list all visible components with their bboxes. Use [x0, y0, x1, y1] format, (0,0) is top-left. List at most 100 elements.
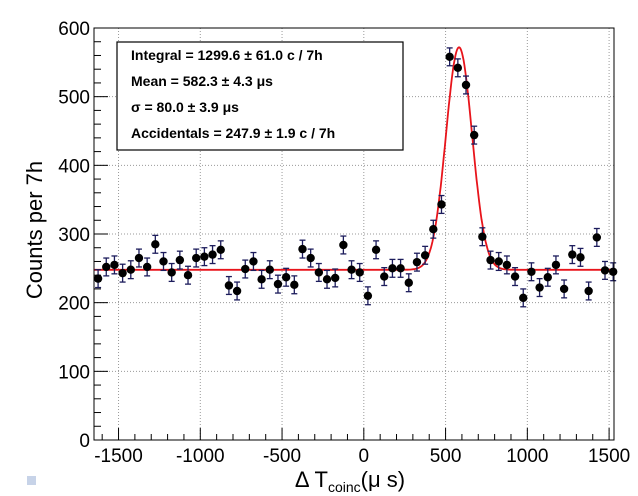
- data-marker: [200, 252, 209, 261]
- data-point: [110, 255, 119, 275]
- data-marker: [175, 255, 185, 265]
- x-tick-label: -1000: [176, 446, 225, 467]
- data-point: [363, 286, 373, 306]
- data-marker: [208, 250, 217, 259]
- data-marker: [110, 260, 119, 270]
- data-point: [396, 258, 405, 278]
- data-point: [608, 262, 618, 282]
- data-marker: [453, 63, 463, 73]
- data-marker: [363, 291, 373, 300]
- data-point: [543, 267, 552, 287]
- data-point: [290, 275, 299, 295]
- data-marker: [273, 279, 283, 289]
- data-point: [445, 47, 454, 67]
- data-marker: [437, 200, 446, 209]
- data-marker: [412, 257, 422, 267]
- data-point: [273, 274, 283, 294]
- y-tick-label: 500: [58, 88, 90, 109]
- data-marker: [265, 265, 274, 274]
- data-point: [592, 227, 602, 248]
- data-marker: [290, 280, 299, 290]
- corner-square-icon: [27, 476, 36, 485]
- data-point: [265, 260, 274, 280]
- data-point: [151, 234, 160, 254]
- data-point: [93, 269, 103, 289]
- data-point: [102, 257, 111, 277]
- data-point: [380, 266, 389, 287]
- data-point: [502, 255, 512, 275]
- data-marker: [371, 245, 381, 254]
- data-point: [535, 277, 544, 298]
- data-point: [453, 58, 463, 78]
- data-point: [437, 194, 446, 215]
- x-tick-label: 0: [359, 446, 370, 467]
- data-point: [600, 260, 610, 280]
- x-axis-title: Δ Tcoinc(μ s): [295, 467, 405, 495]
- y-tick-label: 300: [58, 225, 90, 246]
- data-point: [232, 281, 242, 301]
- data-point: [134, 248, 144, 268]
- y-tick-label: 400: [58, 156, 90, 177]
- data-series: [93, 47, 618, 308]
- data-marker: [388, 264, 397, 273]
- data-marker: [551, 260, 561, 270]
- data-marker: [134, 253, 144, 263]
- data-point: [412, 252, 422, 272]
- data-marker: [314, 268, 324, 277]
- data-point: [208, 245, 217, 265]
- data-point: [486, 250, 495, 270]
- data-point: [461, 75, 471, 95]
- data-point: [167, 262, 176, 283]
- data-point: [224, 275, 234, 296]
- stat-integral: Integral = 1299.6 ± 61.0 c / 7h: [131, 47, 323, 63]
- data-marker: [224, 281, 234, 290]
- data-point: [314, 262, 324, 283]
- data-marker: [339, 240, 348, 250]
- data-point: [126, 260, 135, 280]
- data-marker: [249, 257, 258, 266]
- data-point: [494, 251, 503, 272]
- data-point: [298, 239, 307, 259]
- data-marker: [216, 245, 225, 254]
- data-marker: [396, 264, 405, 273]
- data-marker: [535, 283, 544, 292]
- data-point: [584, 281, 593, 301]
- data-marker: [281, 273, 291, 282]
- data-point: [142, 257, 152, 277]
- stats-box-frame: [116, 41, 404, 151]
- data-point: [519, 288, 528, 308]
- data-marker: [232, 286, 242, 296]
- data-marker: [192, 253, 201, 263]
- data-marker: [126, 265, 135, 274]
- data-marker: [608, 267, 618, 276]
- data-marker: [420, 251, 430, 260]
- y-tick-label: 100: [58, 362, 90, 383]
- y-axis-title: Counts per 7h: [22, 161, 47, 299]
- data-point: [576, 247, 585, 267]
- data-marker: [93, 274, 103, 283]
- data-point: [404, 273, 413, 293]
- data-marker: [142, 262, 152, 272]
- data-point: [159, 251, 168, 272]
- data-point: [568, 245, 577, 265]
- data-point: [241, 259, 250, 279]
- data-point: [420, 245, 430, 265]
- data-marker: [159, 257, 168, 266]
- data-marker: [429, 224, 438, 234]
- data-marker: [330, 273, 340, 283]
- y-tick-label: 200: [58, 294, 90, 315]
- data-point: [192, 248, 201, 268]
- data-marker: [478, 232, 487, 241]
- data-marker: [486, 255, 495, 265]
- stats-box: Integral = 1299.6 ± 61.0 c / 7h Mean = 5…: [116, 41, 404, 151]
- data-marker: [559, 284, 569, 294]
- data-point: [551, 255, 561, 275]
- stat-mean: Mean = 582.3 ± 4.3 μs: [131, 73, 273, 89]
- y-tick-label: 600: [58, 19, 90, 40]
- data-marker: [298, 244, 307, 254]
- data-marker: [584, 286, 593, 296]
- data-point: [347, 260, 356, 280]
- data-marker: [118, 268, 127, 278]
- x-tick-label: -1500: [94, 446, 143, 467]
